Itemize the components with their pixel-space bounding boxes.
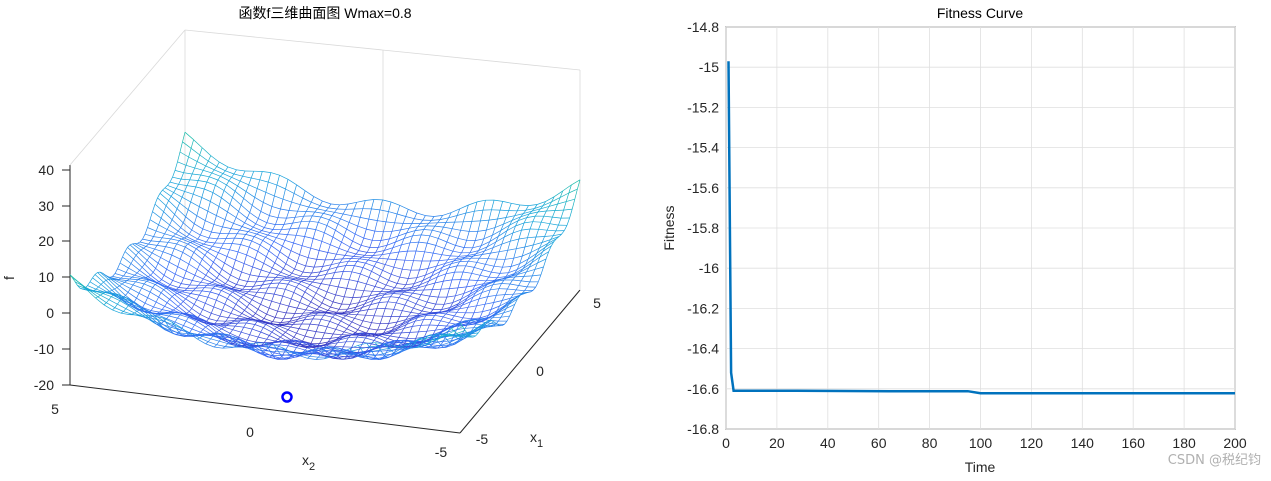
surface-plot-svg: 函数f三维曲面图 Wmax=0.8 40 30 20 10 0 -10 -20 (0, 0, 640, 476)
fitness-y-ticks: -14.8 -15 -15.2 -15.4 -15.6 -15.8 -16 -16.2 -16.… (687, 19, 719, 437)
fitness-x-tick-label: 120 (1020, 435, 1044, 451)
z-tick-label: -20 (34, 377, 54, 393)
fitness-x-axis-label: Time (965, 459, 996, 475)
x2-tick-label: 0 (246, 424, 254, 440)
surface-plot-panel: 函数f三维曲面图 Wmax=0.8 40 30 20 10 0 -10 -20 (0, 0, 640, 476)
fitness-y-tick-label: -15.4 (687, 140, 719, 156)
z-axis-label: f (1, 276, 17, 280)
z-tick-label: 20 (38, 233, 54, 249)
surface-mesh (70, 132, 580, 360)
fitness-x-tick-label: 20 (769, 435, 785, 451)
fitness-y-tick-label: -14.8 (687, 19, 719, 35)
fitness-title: Fitness Curve (937, 5, 1024, 21)
fitness-x-tick-label: 40 (820, 435, 836, 451)
x1-axis-label: x1 (530, 429, 543, 450)
fitness-y-tick-label: -16.8 (687, 421, 719, 437)
fitness-plot-svg: Fitness Curve -14.8 -15 -15.2 -15.4 -15.6 -15… (640, 0, 1271, 476)
surface-title: 函数f三维曲面图 Wmax=0.8 (238, 5, 411, 21)
fitness-y-tick-label: -16.2 (687, 300, 719, 316)
watermark: CSDN @税纪钧 (1168, 449, 1261, 468)
z-tick-label: 30 (38, 198, 54, 214)
fitness-x-tick-label: 100 (969, 435, 993, 451)
x2-axis-line (70, 385, 460, 433)
z-tick-label: 0 (46, 305, 54, 321)
fitness-x-tick-label: 80 (922, 435, 938, 451)
fitness-x-tick-label: 140 (1071, 435, 1095, 451)
z-tick-label: -10 (34, 341, 54, 357)
x1-tick-label: -5 (476, 431, 489, 447)
x1-axis-line (460, 290, 580, 433)
fitness-x-tick-label: 0 (722, 435, 730, 451)
optimum-marker (283, 393, 292, 402)
x2-tick-label: -5 (435, 444, 448, 460)
fitness-y-tick-label: -16 (699, 260, 719, 276)
fitness-y-tick-label: -15.6 (687, 180, 719, 196)
fitness-y-tick-label: -16.6 (687, 381, 719, 397)
fitness-x-tick-label: 160 (1122, 435, 1146, 451)
fitness-y-tick-label: -15 (699, 59, 719, 75)
surface-axes-frame (70, 165, 580, 433)
fitness-y-axis-label: Fitness (661, 205, 677, 250)
fitness-x-tick-label: 60 (871, 435, 887, 451)
z-tick-label: 10 (38, 269, 54, 285)
fitness-y-tick-label: -15.8 (687, 220, 719, 236)
x1-tick-label: 0 (536, 363, 544, 379)
fitness-plot-panel: Fitness Curve -14.8 -15 -15.2 -15.4 -15.6 -15… (640, 0, 1271, 476)
z-tick-label: 40 (38, 162, 54, 178)
x1-tick-label: 5 (593, 295, 601, 311)
x2-axis-label: x2 (302, 452, 315, 473)
fitness-y-tick-label: -15.2 (687, 99, 719, 115)
fitness-y-tick-label: -16.4 (687, 341, 719, 357)
z-axis-ticks: 40 30 20 10 0 -10 -20 (34, 162, 54, 393)
x2-tick-label: 5 (51, 401, 59, 417)
